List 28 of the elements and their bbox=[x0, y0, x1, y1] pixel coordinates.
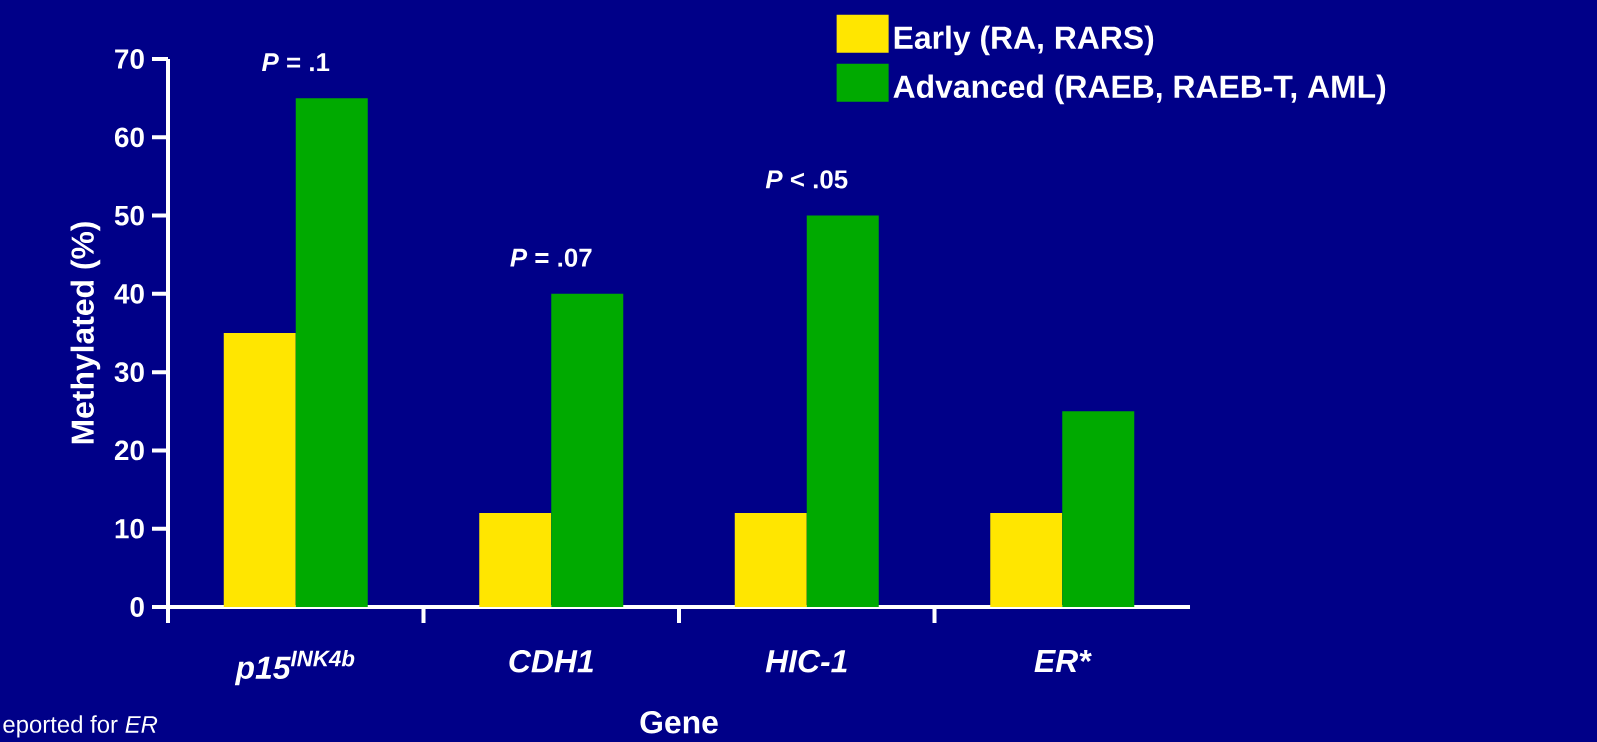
y-tick-label: 70 bbox=[115, 49, 144, 69]
bar bbox=[479, 513, 552, 607]
x-tick-label: ER* bbox=[1034, 650, 1092, 672]
bar bbox=[223, 333, 296, 607]
bar bbox=[990, 513, 1063, 607]
y-tick-label: 50 bbox=[114, 205, 144, 226]
y-tick-label: 40 bbox=[114, 283, 144, 304]
bar bbox=[734, 513, 807, 607]
annotation: P = .1 bbox=[262, 53, 330, 72]
text: eported for ER bbox=[3, 715, 158, 738]
x-tick-label: CDH1 bbox=[509, 650, 593, 673]
legend-label: Advanced (RAEB, RAEB-T, AML) bbox=[893, 74, 1386, 105]
y-tick-label: 60 bbox=[114, 127, 144, 148]
bar bbox=[295, 98, 368, 607]
y-tick-label: 0 bbox=[130, 597, 144, 617]
y-tick-label: 10 bbox=[115, 518, 144, 539]
y-tick-label: 30 bbox=[114, 362, 144, 383]
annotation: P < .05 bbox=[765, 170, 848, 189]
y-tick-label: 20 bbox=[114, 440, 144, 461]
y-axis-title: Methylated (%) bbox=[70, 222, 101, 444]
bar bbox=[806, 215, 879, 607]
bar bbox=[1062, 411, 1135, 607]
legend-label: Early (RA, RARS) bbox=[894, 25, 1154, 56]
x-axis-title: Gene bbox=[640, 711, 718, 734]
x-tick-label: HIC-1 bbox=[765, 650, 847, 673]
bar bbox=[551, 293, 624, 607]
annotation: P = .07 bbox=[510, 248, 592, 267]
x-tick-label: p15$^{INK4b}$ bbox=[234, 650, 355, 686]
